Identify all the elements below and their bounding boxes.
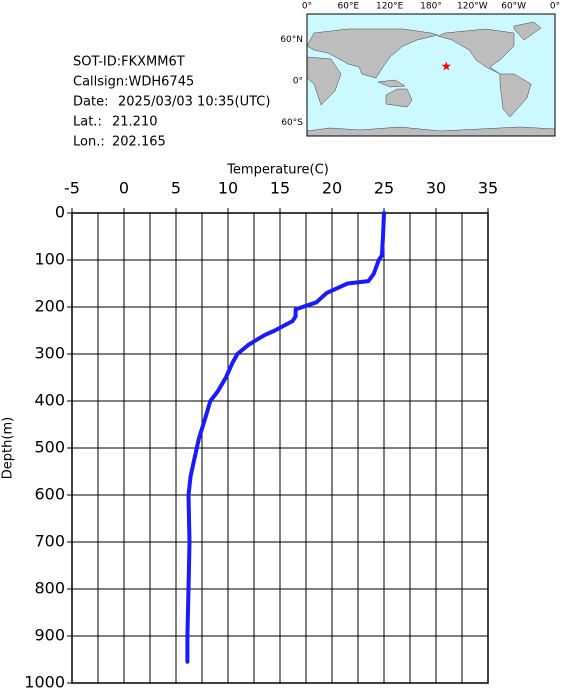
plot-frame — [71, 212, 489, 684]
x-tick-label: 0 — [119, 179, 129, 198]
x-tick-label: -5 — [64, 179, 80, 198]
x-tick-label: 30 — [426, 179, 446, 198]
x-tick-label: 5 — [171, 179, 181, 198]
map: 0° 60°E 120°E 180° 120°W 60°W 0° 60°N 0° 60°S — [280, 2, 560, 137]
map-lat-label: 0° — [293, 77, 303, 87]
x-tick-label: 25 — [374, 179, 394, 198]
y-tick-label: 800 — [34, 579, 65, 598]
date: 2025/03/03 10:35(UTC) — [118, 95, 270, 110]
lon-label: Lon.: — [73, 135, 105, 150]
x-tick-label: 15 — [270, 179, 290, 198]
map-lon-label: 120°W — [457, 2, 488, 12]
position-marker — [441, 61, 451, 71]
map-lat-label: 60°S — [281, 118, 303, 128]
date-label: Date: — [73, 95, 108, 110]
map-frame — [306, 13, 556, 137]
lat: 21.210 — [112, 115, 158, 130]
x-tick-label: 35 — [478, 179, 498, 198]
y-tick-label: 200 — [34, 297, 65, 316]
y-tick-label: 1000 — [24, 673, 65, 690]
map-lon-label: 0° — [550, 2, 560, 12]
y-tick-label: 500 — [34, 438, 65, 457]
y-tick-label: 600 — [34, 485, 65, 504]
y-axis-label: Depth(m) — [1, 417, 16, 479]
x-tick-label: 20 — [322, 179, 342, 198]
map-lat-label: 60°N — [280, 35, 303, 45]
x-axis-label: Temperature(C) — [226, 163, 329, 178]
map-lon-label: 60°W — [501, 2, 526, 12]
x-tick-label: 10 — [218, 179, 238, 198]
sot-id: SOT-ID:FKXMM6T — [73, 55, 185, 70]
y-tick-label: 900 — [34, 626, 65, 645]
y-tick-label: 300 — [34, 344, 65, 363]
lon: 202.165 — [112, 135, 166, 150]
y-tick-label: 400 — [34, 391, 65, 410]
map-lon-label: 0° — [302, 2, 312, 12]
map-lon-label: 180° — [420, 2, 442, 12]
lat-label: Lat.: — [73, 115, 102, 130]
temperature-profile — [185, 211, 386, 664]
y-tick-label: 0 — [55, 203, 65, 222]
callsign: Callsign:WDH6745 — [73, 75, 194, 90]
y-tick-label: 700 — [34, 532, 65, 551]
map-lon-label: 120°E — [376, 2, 404, 12]
info-block: SOT-ID:FKXMM6T Callsign:WDH6745 Date: 20… — [73, 55, 270, 150]
map-lon-label: 60°E — [338, 2, 360, 12]
y-tick-label: 100 — [34, 250, 65, 269]
map-land — [306, 21, 556, 137]
